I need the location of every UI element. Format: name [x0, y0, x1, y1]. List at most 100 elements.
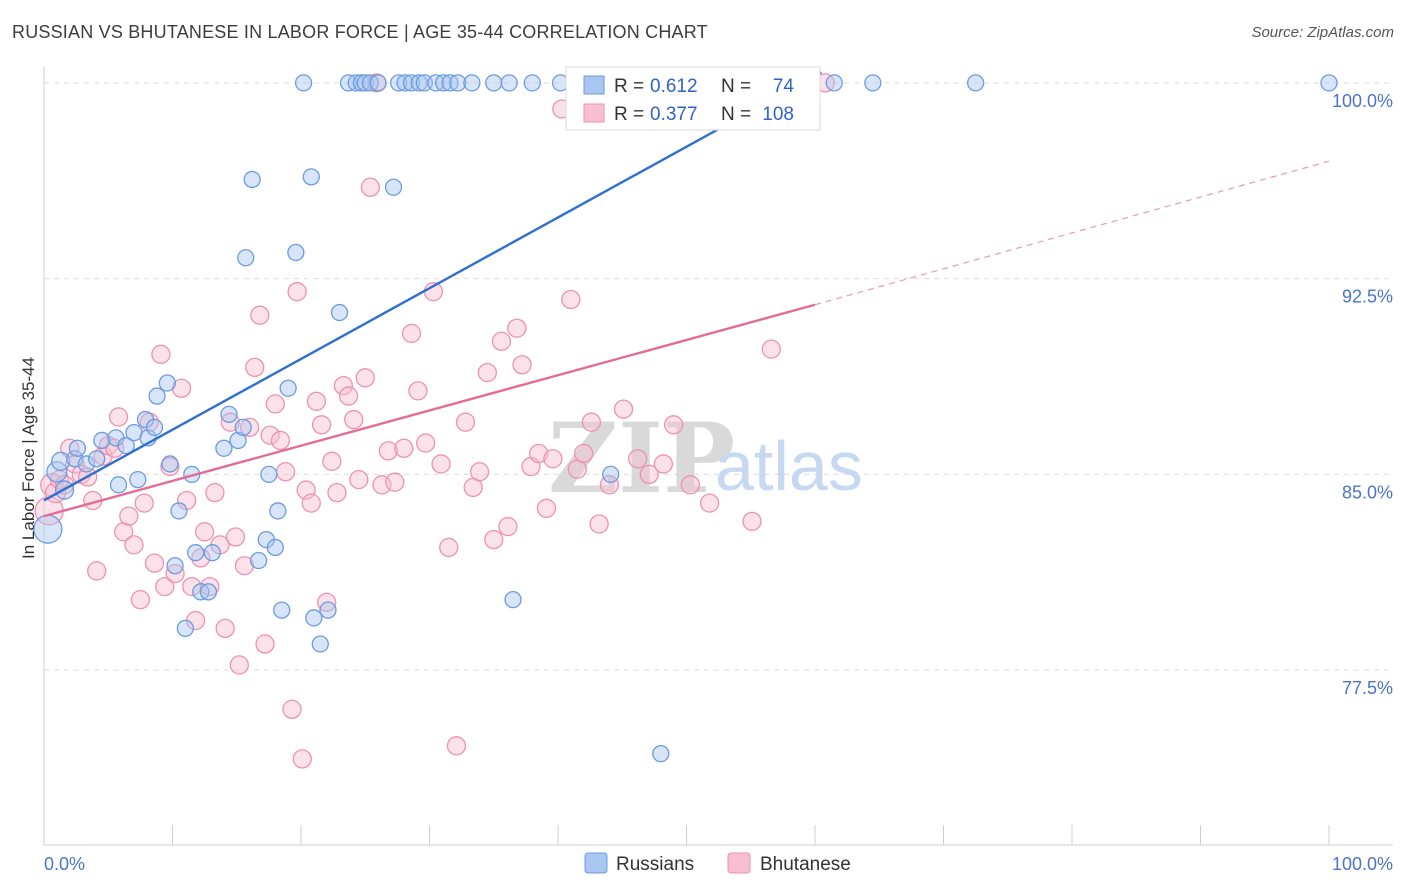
russians-point-39 [273, 601, 291, 619]
russians-point-61 [434, 74, 453, 92]
watermark-atlas: atlas [715, 427, 863, 505]
bhutanese-point-37 [225, 527, 246, 547]
bhutanese-point-47 [275, 462, 296, 482]
bhutanese-point-17 [124, 535, 144, 555]
russians-point-47 [330, 303, 349, 322]
bhutanese-point-86 [529, 443, 549, 464]
bhutanese-point-18 [130, 590, 151, 610]
bhutanese-point-33 [205, 482, 225, 503]
russians-point-56 [396, 74, 414, 92]
bhutanese-point-70 [408, 381, 428, 401]
legend-r-bhutanese: 0.377 [650, 104, 698, 125]
bhutanese-point-63 [360, 177, 381, 197]
bhutanese-point-22 [151, 344, 171, 364]
legend-box [565, 66, 821, 131]
bhutanese-point-50 [292, 749, 312, 769]
bhutanese-point-93 [581, 412, 602, 432]
bhutanese-point-90 [561, 289, 581, 310]
russians-point-38 [269, 502, 287, 520]
russians-point-50 [352, 74, 371, 92]
legend-r-russians: 0.612 [650, 76, 698, 97]
russians-point-32 [237, 249, 255, 267]
russians-point-73 [825, 74, 843, 92]
axes [43, 66, 1393, 846]
x-tick-max: 100.0% [1332, 854, 1393, 874]
russians-point-1 [46, 461, 68, 483]
bhutanese-point-53 [306, 391, 327, 411]
y-axis-label: In Labor Force | Age 35-44 [19, 357, 38, 559]
bhutanese-point-40 [239, 417, 260, 438]
bhutanese-point-57 [327, 482, 347, 503]
russians-point-74 [864, 74, 882, 92]
russians-point-45 [311, 635, 329, 653]
bhutanese-point-79 [477, 362, 497, 383]
legend-r-label-bhutanese: R = [614, 104, 644, 125]
bhutanese-point-71 [415, 433, 436, 453]
bhutanese-point-101 [680, 475, 701, 495]
russians-point-53 [369, 74, 387, 92]
russians-point-68 [523, 74, 541, 92]
bhutanese-point-104 [742, 511, 762, 532]
bhutanese-point-60 [344, 409, 364, 430]
russians-point-8 [93, 431, 111, 450]
bhutanese-points [34, 73, 835, 769]
russians-point-70 [602, 465, 620, 484]
bhutanese-point-49 [287, 282, 307, 302]
y-tick-92-5: 92.5% [1342, 287, 1393, 307]
bhutanese-point-81 [491, 331, 512, 351]
russians-point-34 [249, 551, 268, 570]
russians-point-51 [356, 74, 374, 92]
russians-point-40 [279, 379, 297, 397]
bhutanese-point-66 [378, 441, 399, 461]
russians-trendline [43, 71, 823, 502]
bhutanese-point-48 [282, 699, 302, 719]
russians-point-19 [161, 455, 179, 473]
legend-n-bhutanese: 108 [762, 104, 794, 125]
russians-point-26 [199, 583, 218, 601]
bhutanese-point-87 [536, 498, 557, 518]
bhutanese-point-59 [338, 386, 359, 406]
legend-swatch-russians [583, 75, 605, 95]
russians-point-7 [88, 450, 106, 468]
bhutanese-point-26 [171, 378, 192, 398]
russians-point-27 [203, 544, 221, 562]
bhutanese-point-82 [498, 516, 518, 537]
bottom-legend-swatch-russians [584, 852, 608, 874]
russians-point-5 [68, 439, 87, 457]
bhutanese-point-62 [355, 368, 375, 388]
bhutanese-point-45 [265, 394, 285, 414]
russians-point-55 [390, 74, 408, 92]
bhutanese-point-88 [543, 449, 563, 469]
bhutanese-point-74 [439, 537, 459, 558]
russians-point-16 [145, 418, 164, 437]
bottom-legend-swatch-bhutanese [727, 852, 751, 874]
russians-point-2 [51, 451, 71, 471]
bhutanese-point-69 [401, 323, 422, 344]
bhutanese-point-83 [507, 318, 527, 338]
russians-point-64 [463, 74, 481, 92]
russians-point-46 [319, 601, 337, 619]
bhutanese-trendline [43, 303, 816, 518]
legend-r-label-russians: R = [614, 76, 644, 97]
bhutanese-point-14 [108, 407, 129, 427]
russians-point-24 [186, 544, 205, 562]
bhutanese-point-68 [394, 438, 414, 458]
bhutanese-point-11 [93, 446, 113, 466]
russians-point-22 [176, 619, 195, 638]
russians-point-42 [294, 74, 313, 92]
russians-point-31 [234, 418, 252, 437]
russians-point-49 [347, 74, 365, 92]
bhutanese-point-23 [155, 576, 175, 597]
bhutanese-point-73 [431, 454, 451, 474]
russians-point-41 [287, 243, 305, 262]
bhutanese-point-44 [260, 425, 280, 445]
russians-point-66 [500, 74, 518, 92]
bhutanese-point-32 [200, 576, 220, 597]
bhutanese-point-10 [87, 561, 107, 581]
bhutanese-point-35 [215, 618, 235, 639]
x-tick-min: 0.0% [44, 854, 85, 874]
bhutanese-point-100 [664, 415, 684, 435]
gridlines [44, 82, 1393, 671]
bhutanese-point-61 [349, 469, 369, 490]
